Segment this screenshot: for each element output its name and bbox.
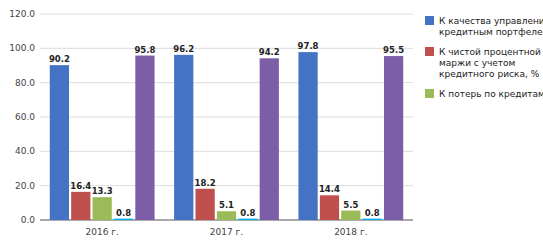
bar [384,56,403,220]
bar [260,58,279,220]
bar [50,65,69,220]
data-label: 97.8 [298,41,319,51]
data-label: 94.2 [259,47,280,57]
y-tick-label: 40.0 [15,146,35,156]
y-tick-label: 20.0 [15,181,35,191]
bar [298,52,317,220]
bars [50,52,403,220]
data-label: 14.4 [319,184,340,194]
x-axis: 2016 г. 2017 г. 2018 г. [85,227,367,237]
data-label: 0.8 [116,208,131,218]
bar [135,56,154,220]
data-labels: 90.2 96.2 97.8 16.4 18.2 14.4 13.3 5.1 5.5 0.8 0.8… [49,41,404,218]
data-label: 96.2 [173,44,194,54]
bar [320,195,339,220]
grid-line [40,82,413,83]
bar [93,197,112,220]
data-label: 16.4 [70,181,91,191]
data-label: 13.3 [92,186,113,196]
legend-label: К качества управлениякредитным портфелем… [439,16,543,37]
grid-line [40,48,413,49]
bar [71,192,90,220]
legend-label-line: кредитным портфелем, % [439,27,543,37]
data-label: 90.2 [49,54,70,64]
data-label: 95.8 [134,45,155,55]
bar [217,211,236,220]
bar [114,219,133,220]
y-axis: 0.0 20.0 40.0 60.0 80.0 100.0 120.0 [9,9,413,225]
y-tick-label: 60.0 [15,112,35,122]
bar [174,55,193,220]
legend-label: К чистой процентноймаржи с учетомкредитн… [439,47,541,79]
data-label: 0.8 [365,208,380,218]
legend-label-line: К чистой процентной [439,47,541,57]
chart-container: 0.0 20.0 40.0 60.0 80.0 100.0 120.0 90.2 96.2 97.… [0,0,543,244]
legend-label: К потерь по кредитам, % [439,89,543,99]
data-label: 18.2 [195,178,216,188]
x-tick-label: 2018 г. [334,227,367,237]
legend: К качества управлениякредитным портфелем… [425,16,543,99]
data-label: 95.5 [383,45,404,55]
data-label: 0.8 [240,208,255,218]
y-tick-label: 120.0 [9,9,35,19]
y-tick-label: 100.0 [9,43,35,53]
legend-label-line: К качества управления [439,16,543,26]
legend-label-line: маржи с учетом [439,58,515,68]
bar [238,219,257,220]
grid-line [40,151,413,152]
data-label: 5.1 [219,200,234,210]
legend-label-line: К потерь по кредитам, % [439,89,543,99]
bar [195,189,214,220]
x-tick-label: 2016 г. [85,227,118,237]
legend-swatch [425,47,434,56]
bar [363,219,382,220]
y-tick-label: 0.0 [21,215,36,225]
legend-swatch [425,16,434,25]
y-tick-label: 80.0 [15,78,35,88]
legend-swatch [425,89,434,98]
grid-line [40,117,413,118]
chart: 0.0 20.0 40.0 60.0 80.0 100.0 120.0 90.2 96.2 97.… [0,0,543,244]
grid-line [40,14,413,15]
data-label: 5.5 [343,200,358,210]
x-tick-label: 2017 г. [210,227,243,237]
legend-label-line: кредитного риска, % [439,69,540,79]
bar [341,211,360,220]
